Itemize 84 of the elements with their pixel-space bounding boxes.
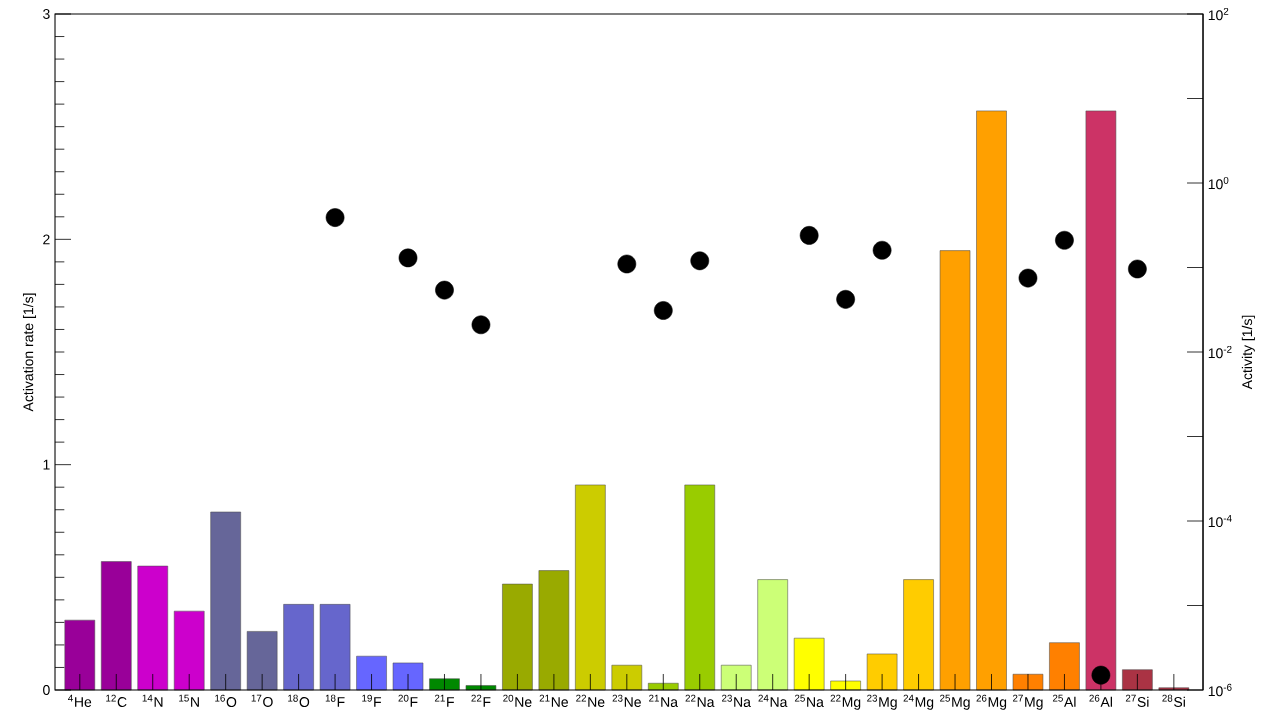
- x-tick-label: $^{21}$Na: [649, 694, 679, 707]
- bar: [283, 604, 314, 691]
- bar: [903, 579, 934, 691]
- bar: [64, 619, 96, 691]
- bar: [793, 637, 825, 691]
- bar: [757, 579, 788, 691]
- point: [617, 254, 637, 274]
- x-tick-label: $^{22}$Na: [685, 694, 715, 707]
- bar: [538, 570, 570, 691]
- x-tick-label: $^{27}$Si: [1125, 694, 1149, 707]
- point: [1055, 230, 1074, 250]
- x-tick-label: $^{12}$C: [106, 694, 127, 707]
- y2-tick-label: 10$^{-6}$: [1208, 683, 1232, 697]
- bar: [101, 561, 132, 691]
- x-tick-label: $^{28}$Si: [1162, 694, 1185, 707]
- x-tick-label: $^{25}$Mg: [940, 694, 970, 710]
- x-tick-label: $^{18}$O: [288, 694, 310, 707]
- x-tick-label: $^{22}$F: [471, 694, 491, 707]
- x-tick-label: $^{21}$Ne: [539, 694, 568, 707]
- point: [799, 226, 819, 245]
- bar: [830, 680, 861, 691]
- x-tick-label: $^{22}$Mg: [830, 694, 861, 710]
- bar: [720, 664, 752, 691]
- bar: [611, 664, 643, 691]
- bar: [173, 610, 205, 691]
- x-tick-label: $^{24}$Mg: [903, 694, 934, 710]
- x-tick-label: $^{22}$Ne: [576, 694, 605, 707]
- point: [325, 208, 345, 227]
- x-tick-label: $^{20}$Ne: [503, 694, 532, 707]
- bar: [429, 678, 460, 691]
- point: [836, 290, 855, 309]
- bar: [356, 655, 387, 691]
- bar: [319, 604, 351, 691]
- bar: [246, 631, 278, 691]
- bar: [1049, 642, 1080, 691]
- y2-tick-label: 10$^{-2}$: [1208, 345, 1232, 359]
- x-tick-label: $^{15}$N: [179, 694, 199, 707]
- bar: [575, 484, 606, 691]
- point: [653, 301, 673, 320]
- x-tick-label: $^{23}$Mg: [867, 694, 897, 710]
- bar: [210, 511, 241, 691]
- y2-tick-label: 10$^{0}$: [1208, 176, 1229, 190]
- bar: [939, 250, 971, 691]
- point: [1018, 268, 1038, 288]
- point: [690, 251, 710, 271]
- x-tick-label: $^{27}$Mg: [1012, 694, 1043, 710]
- x-tick-label: $^{23}$Ne: [612, 694, 641, 707]
- y-tick-label: 3: [43, 9, 50, 19]
- y2-tick-label: 10$^{-4}$: [1208, 514, 1232, 528]
- point: [872, 240, 892, 260]
- x-tick-label: $^{26}$Mg: [976, 694, 1007, 710]
- point: [1091, 665, 1111, 685]
- x-tick-label: $^{18}$F: [325, 694, 345, 707]
- bar: [684, 484, 716, 691]
- point: [398, 248, 418, 268]
- bar: [502, 583, 533, 691]
- bar: [137, 565, 169, 691]
- x-tick-label: $^{4}$He: [68, 694, 92, 707]
- x-tick-label: $^{14}$N: [142, 694, 163, 707]
- bar: [1085, 110, 1117, 691]
- point: [471, 315, 491, 335]
- y-axis-title: Activation rate [1/s]: [22, 293, 37, 412]
- x-tick-label: $^{26}$Al: [1089, 694, 1112, 707]
- y2-axis-title: Activity [1/s]: [1241, 315, 1255, 390]
- point: [435, 280, 454, 300]
- x-tick-label: $^{19}$F: [362, 694, 382, 707]
- x-tick-label: $^{23}$Na: [722, 694, 751, 707]
- point: [1128, 259, 1147, 279]
- x-tick-label: $^{25}$Na: [794, 694, 824, 707]
- x-tick-label: $^{17}$O: [251, 694, 273, 707]
- bar: [1122, 669, 1153, 691]
- x-tick-label: $^{25}$Al: [1052, 694, 1076, 707]
- bar: [392, 662, 424, 691]
- y-tick-label: 2: [43, 234, 50, 245]
- y2-tick-label: 10$^{2}$: [1208, 7, 1229, 21]
- x-tick-label: $^{16}$O: [215, 694, 237, 707]
- x-tick-label: $^{24}$Na: [758, 694, 788, 707]
- y-tick-label: 0: [43, 685, 50, 695]
- x-tick-label: $^{21}$F: [434, 694, 454, 707]
- y-tick-label: 1: [43, 459, 50, 470]
- bar: [1012, 673, 1044, 691]
- bar: [976, 110, 1007, 691]
- bar: [866, 653, 898, 691]
- x-tick-label: $^{20}$F: [398, 694, 418, 707]
